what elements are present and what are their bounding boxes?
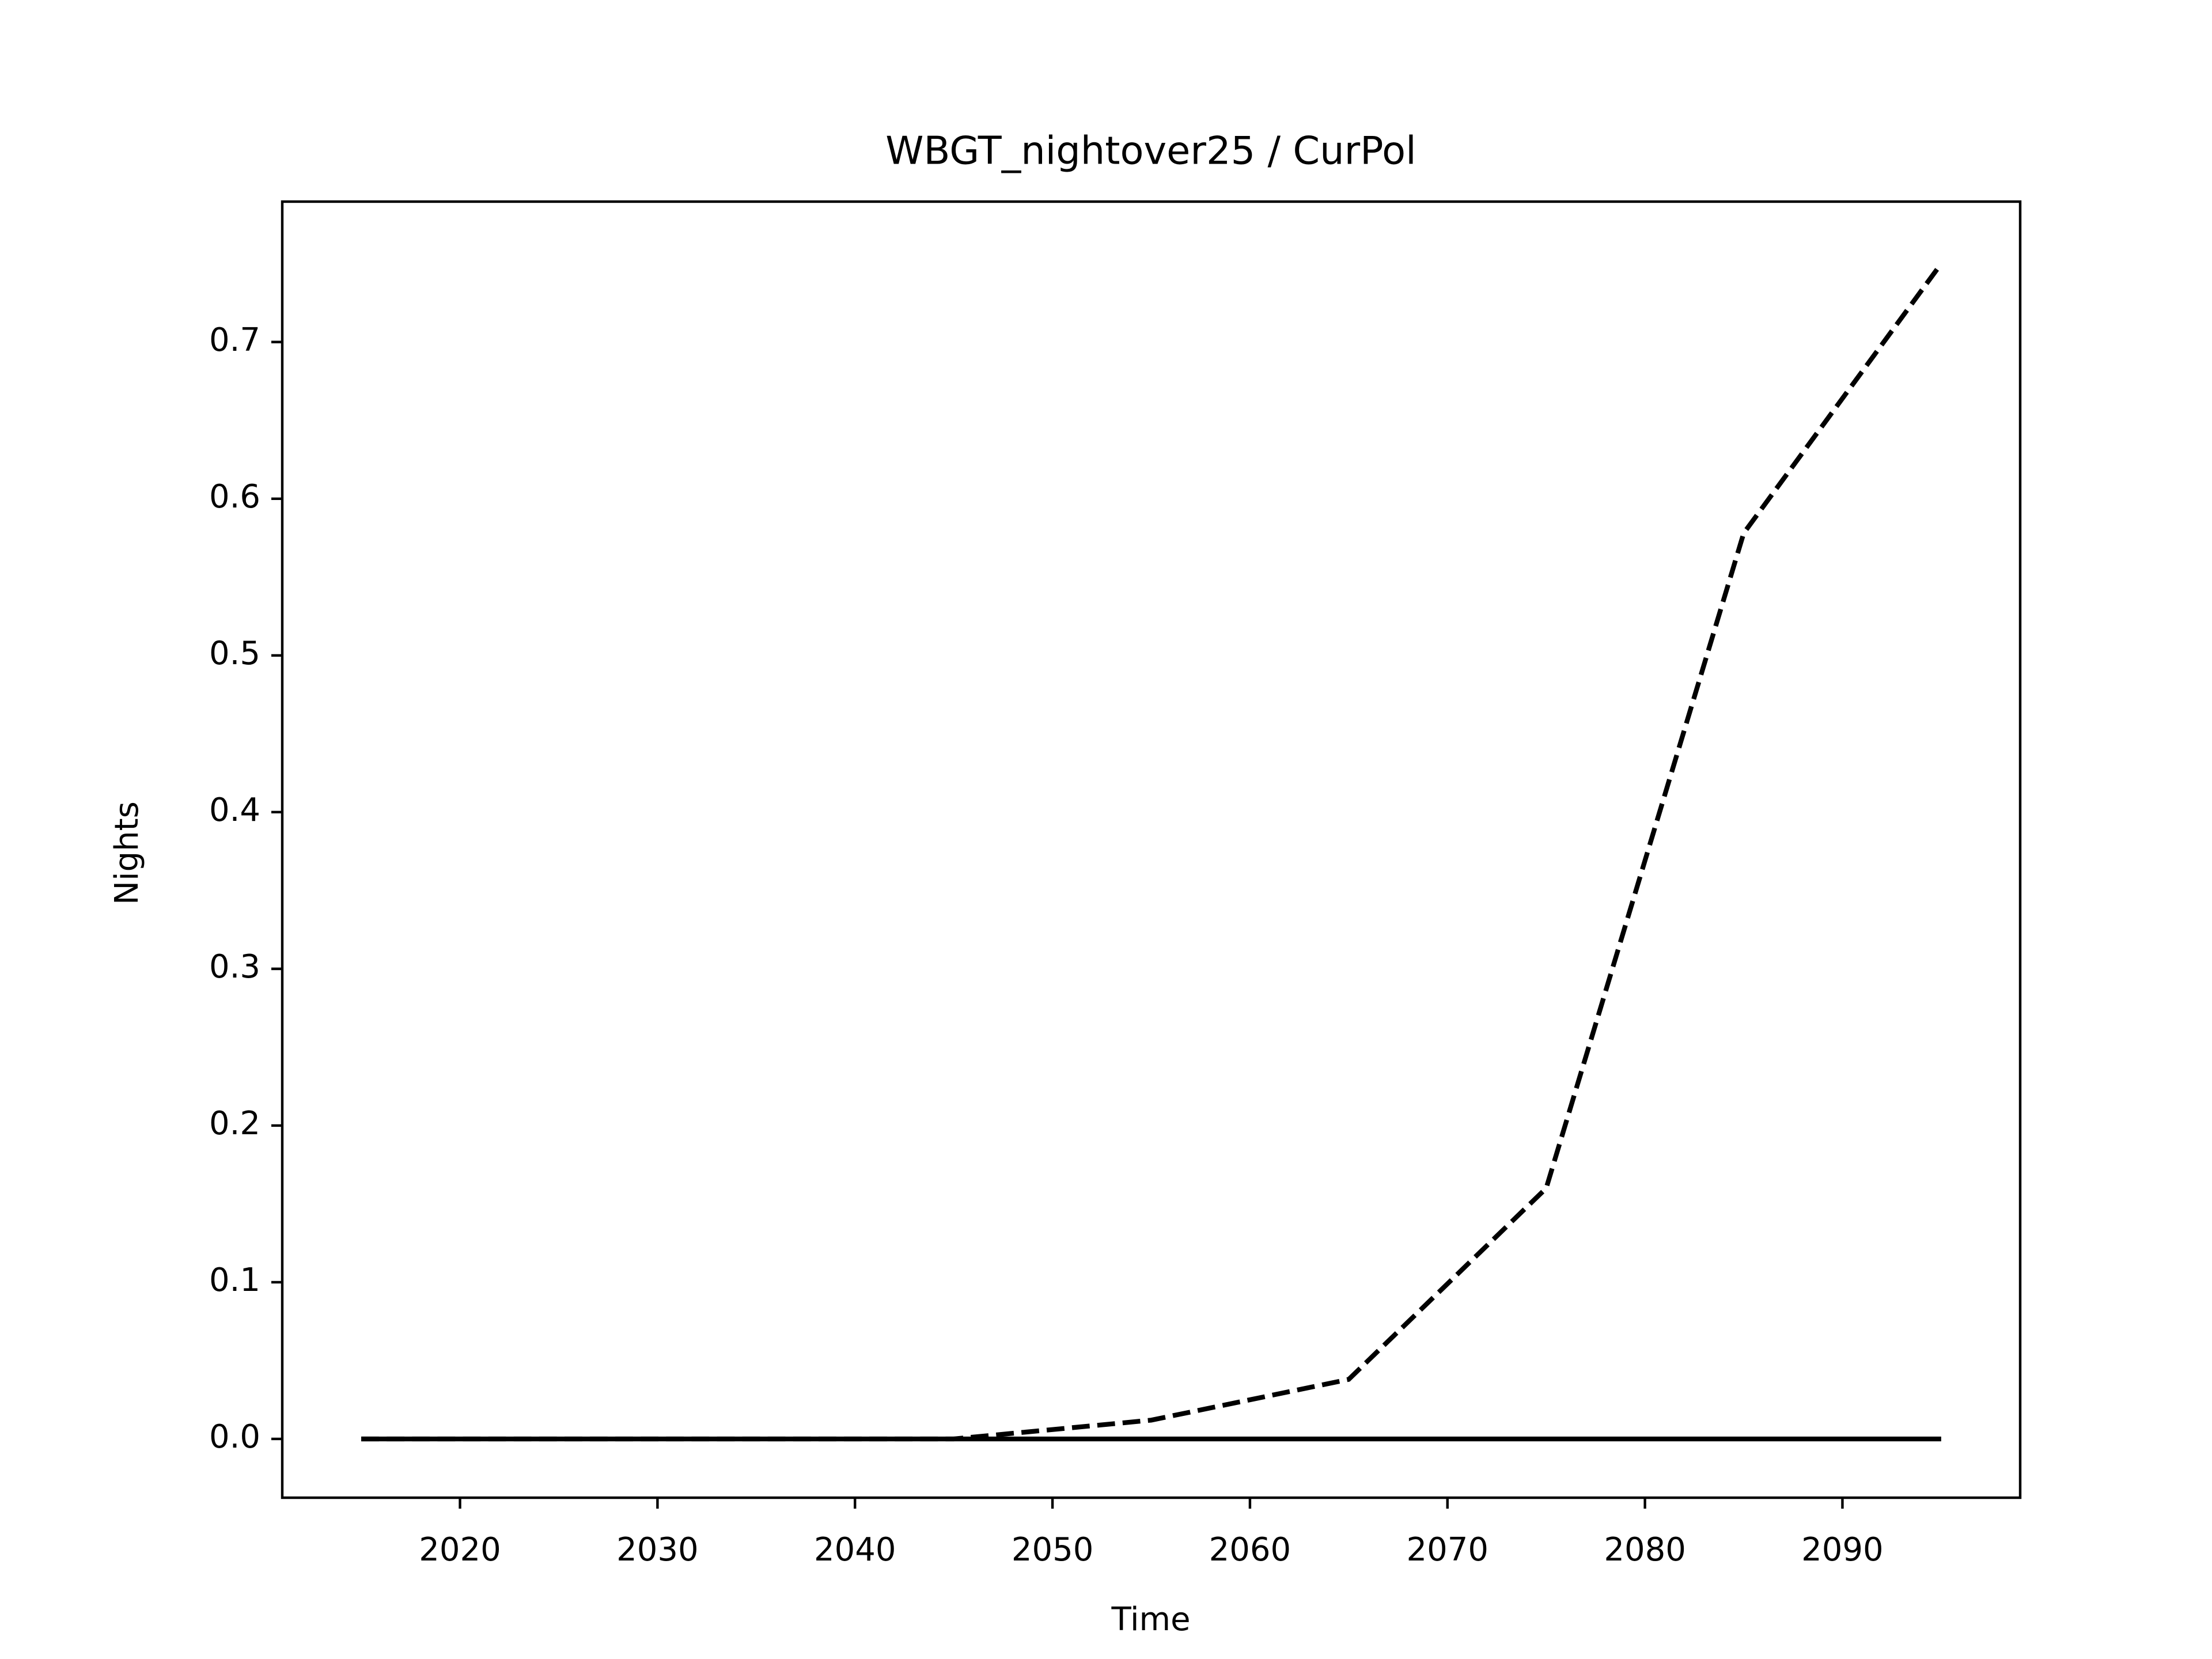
x-tick-label: 2060 (1209, 1531, 1291, 1569)
x-tick-label: 2020 (419, 1531, 501, 1569)
y-tick-label: 0.1 (209, 1262, 260, 1299)
plot-frame (281, 200, 2022, 1499)
y-tick-label: 0.7 (209, 321, 260, 359)
y-tick-label: 0.2 (209, 1105, 260, 1142)
x-tick-label: 2050 (1012, 1531, 1094, 1569)
y-tick-label: 0.0 (209, 1418, 260, 1456)
x-axis-label: Time (1111, 1601, 1190, 1638)
x-tick-label: 2030 (616, 1531, 699, 1569)
x-tick-label: 2080 (1604, 1531, 1686, 1569)
x-tick-label: 2090 (1801, 1531, 1884, 1569)
x-tick-label: 2070 (1407, 1531, 1489, 1569)
y-tick-label: 0.5 (209, 635, 260, 672)
y-tick-label: 0.4 (209, 791, 260, 829)
y-tick-label: 0.6 (209, 478, 260, 516)
chart-title: WBGT_nightover25 / CurPol (885, 128, 1416, 173)
y-tick-label: 0.3 (209, 948, 260, 986)
x-tick-label: 2040 (814, 1531, 896, 1569)
y-axis-label: Nights (108, 801, 146, 905)
